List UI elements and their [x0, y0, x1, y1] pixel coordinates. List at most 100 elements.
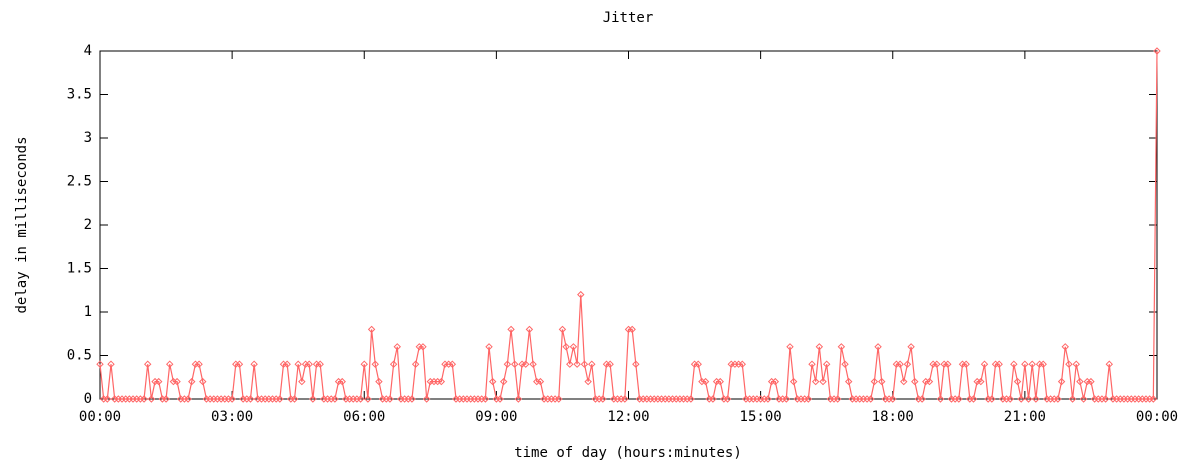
point-marker	[199, 377, 207, 386]
x-tick-label: 15:00	[740, 409, 782, 425]
point-marker	[701, 377, 710, 386]
point-marker	[96, 360, 104, 368]
point-marker	[723, 395, 732, 403]
x-tick-label: 00:00	[79, 409, 121, 425]
x-tick-label: 18:00	[872, 409, 914, 425]
point-marker	[925, 377, 934, 386]
point-marker	[819, 377, 827, 386]
point-marker	[889, 395, 897, 403]
point-marker	[833, 395, 842, 403]
point-marker	[411, 360, 420, 368]
point-marker	[911, 377, 919, 386]
point-marker	[896, 360, 904, 368]
point-marker	[103, 395, 112, 403]
point-marker	[422, 395, 431, 403]
point-marker	[1061, 343, 1069, 351]
point-marker	[687, 395, 695, 403]
point-marker	[448, 360, 457, 368]
point-marker	[393, 343, 401, 351]
point-marker	[980, 360, 989, 368]
point-marker	[969, 395, 978, 403]
x-tick-label: 03:00	[211, 409, 253, 425]
point-marker	[621, 395, 629, 403]
point-marker	[936, 395, 945, 403]
point-marker	[1105, 360, 1113, 368]
y-axis-label: delay in milliseconds	[14, 136, 30, 313]
point-marker	[1021, 360, 1029, 368]
point-marker	[437, 377, 446, 386]
point-marker	[1065, 360, 1073, 368]
point-marker	[184, 395, 192, 403]
x-tick-label: 21:00	[1004, 409, 1046, 425]
point-marker	[786, 343, 794, 351]
point-marker	[569, 343, 578, 351]
point-marker	[195, 360, 203, 368]
point-marker	[1101, 395, 1110, 403]
point-marker	[496, 395, 504, 403]
point-marker	[822, 360, 831, 368]
point-marker	[525, 325, 534, 334]
point-marker	[1054, 395, 1062, 403]
point-marker	[558, 325, 567, 334]
y-tick-label: 3.5	[67, 87, 92, 103]
x-axis-label: time of day (hours:minutes)	[514, 445, 742, 461]
point-marker	[764, 395, 772, 403]
point-marker	[140, 395, 148, 403]
point-marker	[918, 395, 926, 403]
point-marker	[529, 360, 537, 368]
point-marker	[694, 360, 702, 368]
point-marker	[870, 377, 879, 386]
point-marker	[294, 360, 302, 368]
point-marker	[1013, 377, 1022, 386]
y-tick-label: 0	[84, 391, 92, 407]
point-marker	[1028, 360, 1036, 368]
y-tick-label: 2.5	[67, 174, 92, 190]
x-tick-label: 12:00	[607, 409, 649, 425]
point-marker	[1039, 360, 1047, 368]
x-tick-label: 00:00	[1136, 409, 1178, 425]
point-marker	[500, 377, 508, 386]
point-marker	[841, 360, 849, 368]
point-marker	[555, 395, 563, 403]
point-marker	[503, 360, 512, 368]
plot-frame	[99, 50, 1158, 400]
point-marker	[147, 395, 156, 403]
point-marker	[367, 325, 376, 334]
point-marker	[386, 395, 394, 403]
point-marker	[577, 290, 585, 299]
point-marker	[316, 360, 324, 368]
y-tick-label: 4	[84, 43, 92, 59]
point-marker	[716, 377, 724, 386]
point-marker	[246, 395, 255, 403]
point-marker	[811, 377, 820, 386]
point-marker	[845, 377, 853, 386]
point-marker	[588, 360, 596, 368]
point-marker	[874, 343, 882, 351]
point-marker	[488, 377, 497, 386]
point-marker	[1017, 395, 1025, 403]
point-marker	[878, 377, 886, 386]
point-marker	[566, 360, 574, 368]
point-marker	[815, 343, 824, 351]
point-marker	[933, 360, 941, 368]
point-marker	[360, 360, 368, 368]
point-marker	[188, 377, 196, 386]
point-marker	[331, 395, 339, 403]
point-marker	[1010, 360, 1018, 368]
point-marker	[356, 395, 365, 403]
point-marker	[782, 395, 791, 403]
point-marker	[1153, 47, 1161, 55]
point-marker	[903, 360, 912, 368]
point-marker	[298, 377, 306, 386]
point-marker	[995, 360, 1003, 368]
point-marker	[988, 395, 996, 403]
point-marker	[511, 360, 519, 368]
y-tick-label: 0.5	[67, 348, 92, 364]
point-marker	[808, 360, 816, 368]
point-marker	[955, 395, 963, 403]
point-marker	[507, 325, 515, 334]
point-marker	[228, 395, 236, 403]
point-marker	[907, 343, 915, 351]
point-marker	[166, 360, 174, 368]
point-marker	[789, 377, 798, 386]
